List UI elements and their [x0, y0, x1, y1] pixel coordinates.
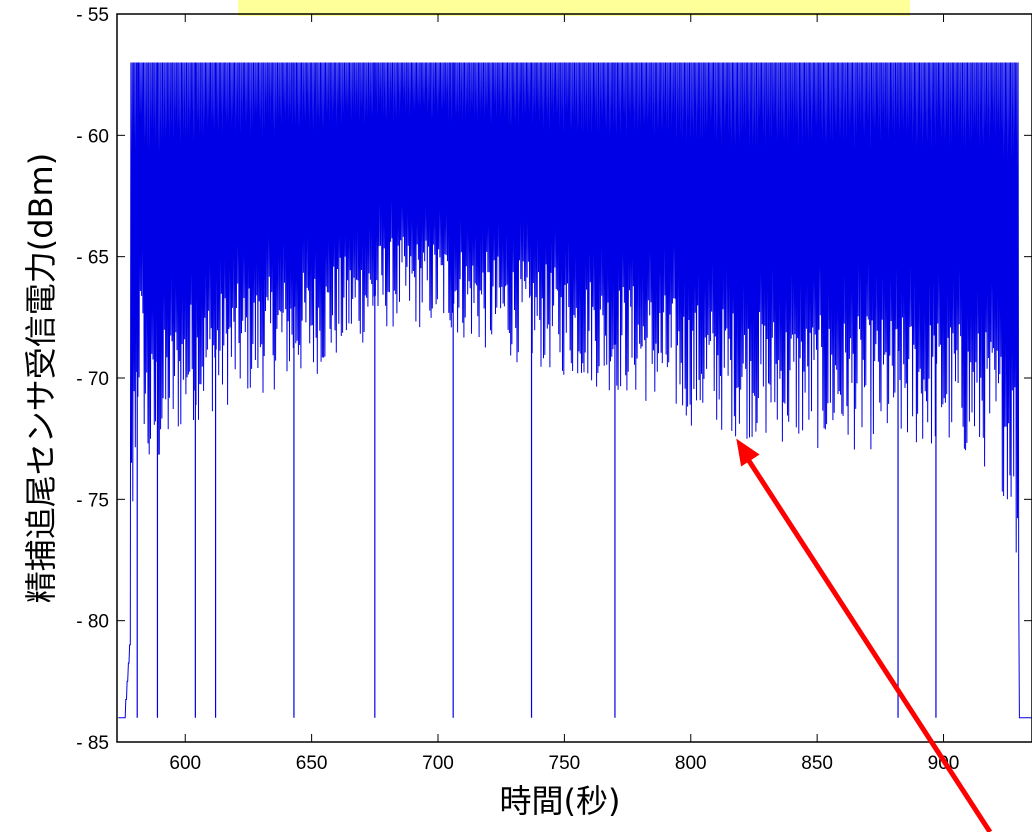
- signal-line: [118, 62, 1032, 719]
- x-axis-label: 時間(秒): [500, 782, 621, 820]
- y-tick-label: - 80: [76, 612, 109, 633]
- x-tick-label: 700: [422, 753, 454, 774]
- signal-series: [118, 62, 1032, 719]
- x-tick-label: 650: [296, 753, 328, 774]
- x-tick-label: 800: [675, 753, 707, 774]
- x-tick-label: 600: [169, 753, 201, 774]
- y-tick-label: - 65: [76, 248, 109, 269]
- y-tick-label: - 60: [76, 126, 109, 147]
- y-tick-label: - 85: [76, 733, 109, 754]
- y-tick-label: - 55: [76, 5, 109, 26]
- banner-background: [238, 0, 910, 16]
- annotation-arrow: [736, 438, 993, 832]
- y-tick-label: - 75: [76, 490, 109, 511]
- title-banner: [238, 0, 910, 16]
- arrow-shaft: [744, 455, 993, 832]
- x-tick-label: 850: [801, 753, 833, 774]
- y-tick-label: - 70: [76, 369, 109, 390]
- y-axis: - 55 - 60 - 65 - 70 - 75 - 80 - 85: [76, 5, 1032, 754]
- x-tick-label: 750: [549, 753, 581, 774]
- y-axis-label: 精捕追尾センサ受信電力(dBm): [22, 153, 60, 603]
- arrow-head: [736, 438, 760, 467]
